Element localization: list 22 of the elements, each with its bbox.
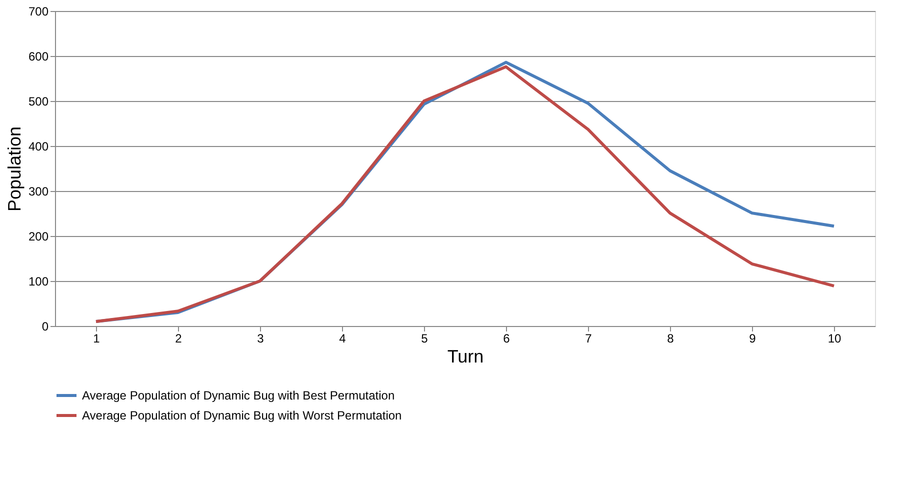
x-tick-label: 10: [828, 332, 842, 346]
y-tick-label: 700: [28, 4, 49, 18]
x-tick-label: 7: [585, 332, 592, 346]
x-tick-label: 1: [93, 332, 100, 346]
x-tick-label: 9: [749, 332, 756, 346]
y-axis-title: Population: [4, 126, 24, 212]
x-tick-label: 5: [421, 332, 428, 346]
y-tick-label: 100: [28, 274, 49, 288]
x-tick-label: 6: [503, 332, 510, 346]
y-tick-label: 0: [42, 320, 49, 334]
x-tick-label: 4: [339, 332, 346, 346]
x-axis-title: Turn: [447, 346, 484, 366]
x-tick-label: 2: [175, 332, 182, 346]
x-tick-label: 8: [667, 332, 674, 346]
y-tick-label: 200: [28, 230, 49, 244]
y-tick-label: 300: [28, 184, 49, 198]
y-tick-label: 500: [28, 94, 49, 108]
legend-label: Average Population of Dynamic Bug with Worst Permutation: [82, 408, 402, 422]
y-tick-label: 400: [28, 140, 49, 154]
y-tick-label: 600: [28, 50, 49, 64]
x-tick-label: 3: [257, 332, 264, 346]
legend-label: Average Population of Dynamic Bug with Best Permutation: [82, 388, 395, 402]
